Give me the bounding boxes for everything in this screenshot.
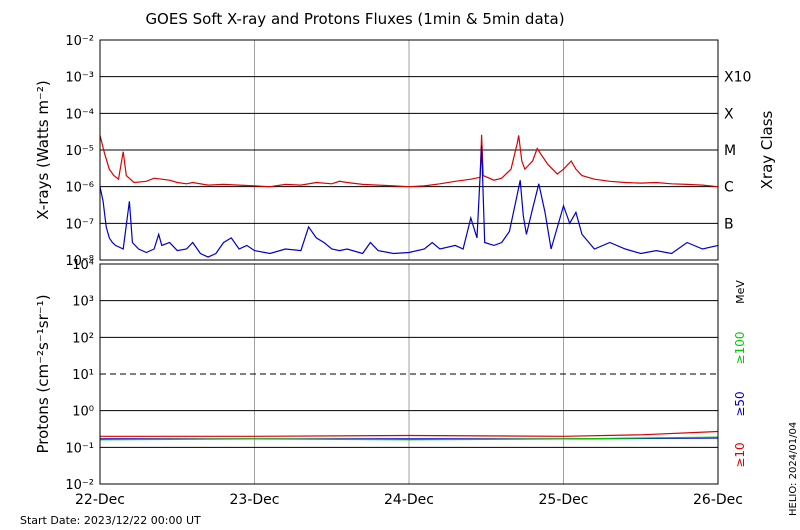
proton-y-tick-labels: 10⁴ 10³ 10² 10¹ 10⁰ 10⁻¹ 10⁻² [65,258,94,493]
y-tick-label: 10⁻⁶ [65,181,94,196]
x-axis-tick-labels: 22-Dec 23-Dec 24-Dec 25-Dec 26-Dec [75,492,743,508]
y-tick-label: 10⁻² [65,34,94,49]
y-tick-label: 10⁻¹ [65,441,94,456]
xray-class-axis-label: Xray Class [758,110,776,189]
xray-frame [99,39,719,261]
y-tick-label: 10² [72,331,94,346]
x-tick-label: 23-Dec [230,492,280,508]
y-tick-label: 10⁴ [72,258,94,273]
x-tick-label: 26-Dec [693,492,743,508]
chart-title: GOES Soft X-ray and Protons Fluxes (1min… [145,10,564,28]
protons-panel: 10⁴ 10³ 10² 10¹ 10⁰ 10⁻¹ 10⁻² Protons (cm⁻²s⁻¹… [34,258,747,493]
x-tick-label: 22-Dec [75,492,125,508]
y-tick-label: 10⁻⁵ [65,144,94,159]
xray-class-label: X [724,106,734,122]
xray-class-labels: X10 X M C B [724,70,751,233]
xray-class-label: M [724,143,736,159]
xray-panel: 10⁻² 10⁻³ 10⁻⁴ 10⁻⁵ 10⁻⁶ 10⁻⁷ 10⁻⁸ X10 X M C B X-r… [34,34,776,269]
x-tick-label: 25-Dec [539,492,589,508]
proton-legend-entry: ≥100 [733,332,747,365]
xray-grid [100,40,718,260]
y-tick-label: 10⁻³ [65,71,94,86]
proton-legend-entry: ≥50 [733,391,747,416]
y-tick-label: 10⁻⁴ [65,107,94,122]
credit-label: HELIO: 2024/01/04 [788,422,799,516]
xray-y-axis-label: X-rays (Watts m⁻²) [34,80,52,219]
series-line [100,430,719,437]
y-tick-label: 10⁻² [65,478,94,493]
start-date-label: Start Date: 2023/12/22 00:00 UT [20,514,201,527]
xray-class-label: X10 [724,70,751,86]
proton-unit-label: MeV [734,280,747,304]
xray-y-tick-labels: 10⁻² 10⁻³ 10⁻⁴ 10⁻⁵ 10⁻⁶ 10⁻⁷ 10⁻⁸ [65,34,94,269]
x-tick-label: 24-Dec [384,492,434,508]
xray-series [99,134,719,258]
proton-frame [99,263,719,485]
y-tick-label: 10³ [72,295,94,310]
y-tick-label: 10⁻⁸ [65,254,94,269]
proton-legend: ≥100 ≥50 ≥10 [733,332,747,468]
series-line [99,134,719,188]
proton-grid [100,264,718,484]
y-tick-label: 10⁰ [72,405,94,420]
y-tick-label: 10⁻⁷ [65,217,94,232]
proton-series [99,430,719,441]
series-line [99,436,719,441]
series-line [99,145,719,258]
proton-legend-entry: ≥10 [733,442,747,467]
xray-class-label: C [724,180,734,196]
proton-y-axis-label: Protons (cm⁻²s⁻¹sr⁻¹) [34,294,52,453]
y-tick-label: 10¹ [72,368,94,383]
xray-class-label: B [724,216,734,232]
